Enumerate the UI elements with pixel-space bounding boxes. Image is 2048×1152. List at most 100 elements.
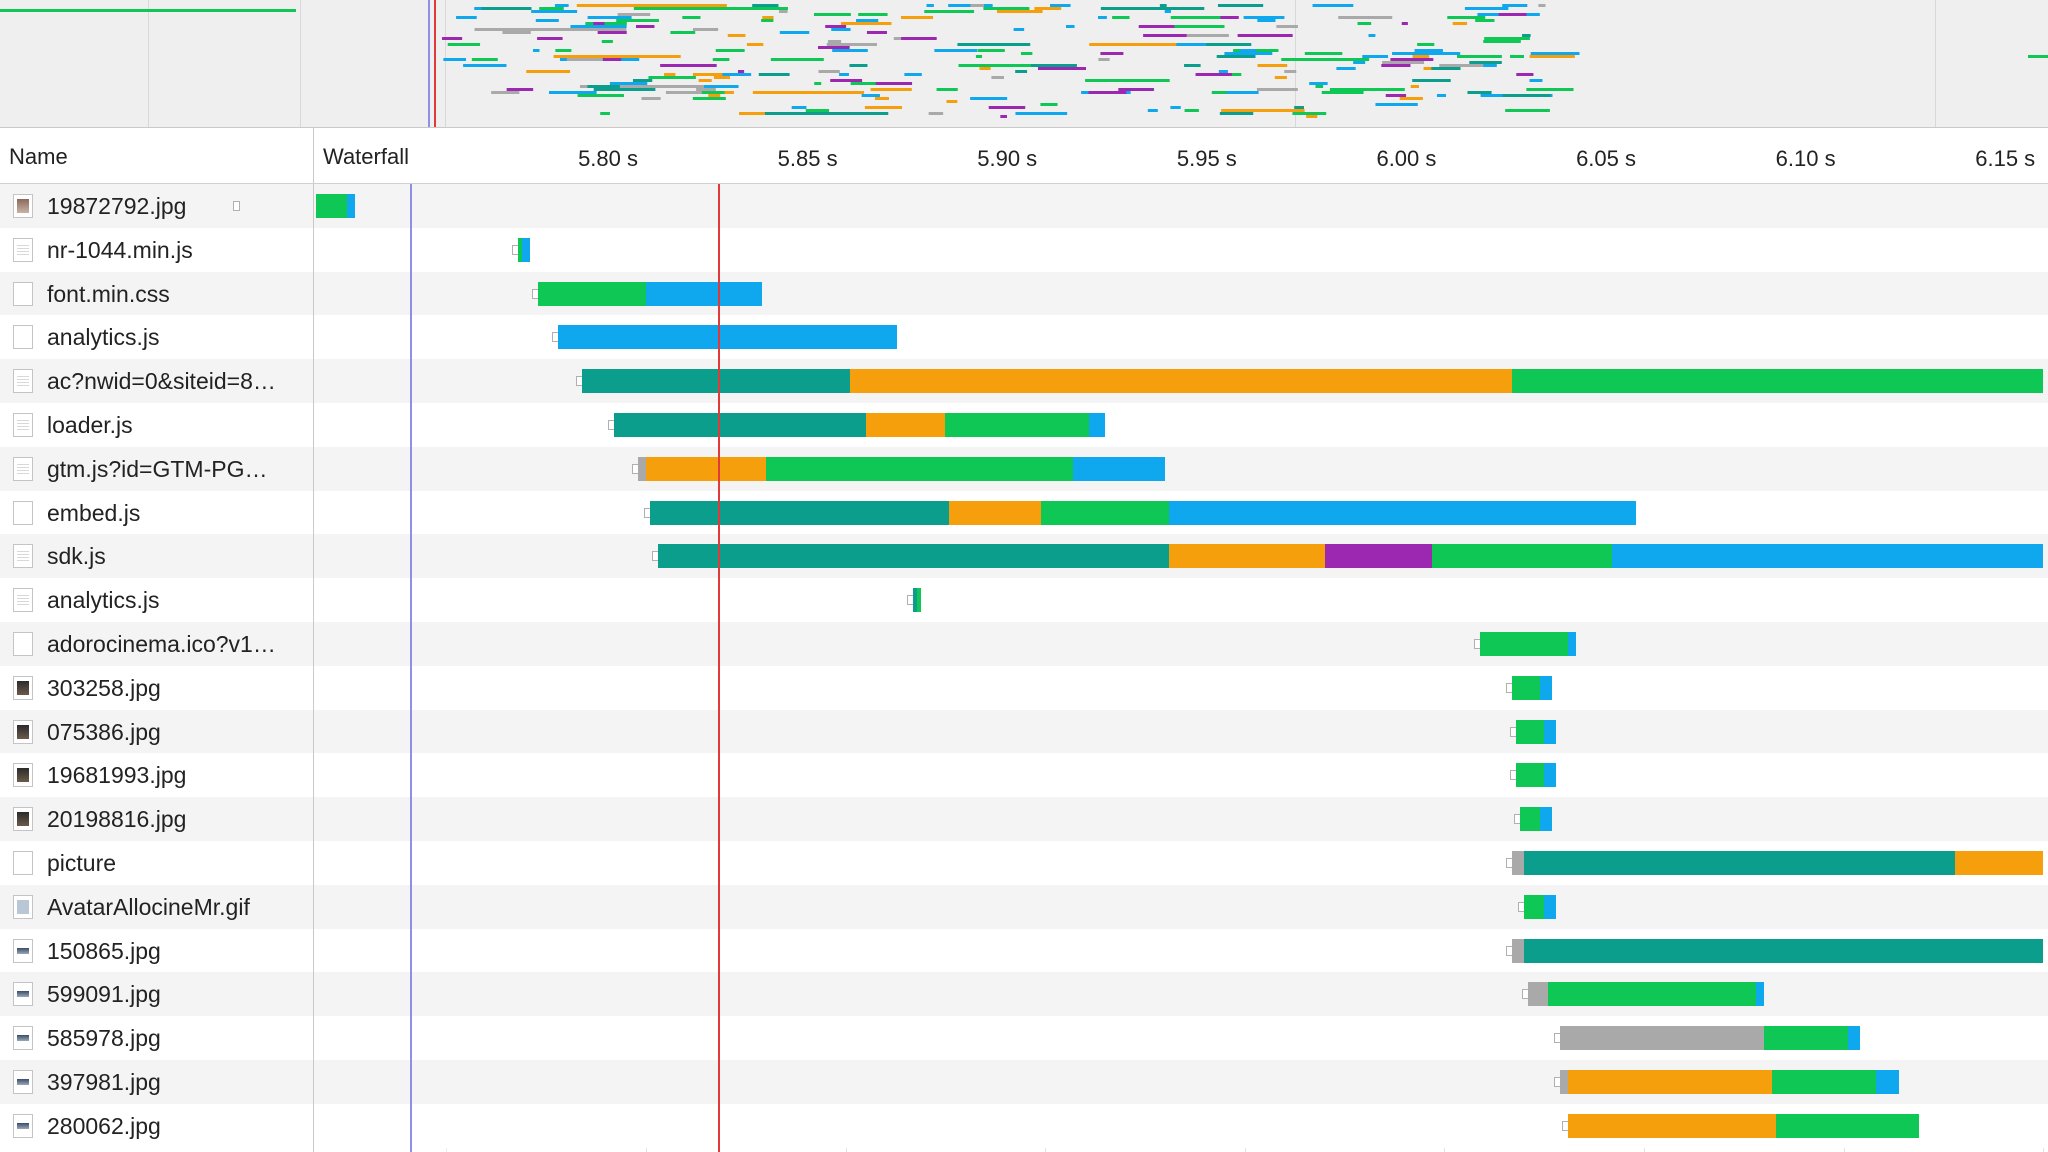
request-row[interactable]: 280062.jpg	[0, 1103, 2048, 1148]
timing-bar-dns[interactable]	[582, 369, 850, 394]
timing-bar-download[interactable]	[1540, 675, 1553, 700]
request-name-cell[interactable]: 20198816.jpg	[0, 797, 313, 841]
request-name-cell[interactable]: ac?nwid=0&siteid=8…	[0, 359, 313, 403]
request-row[interactable]: ac?nwid=0&siteid=8…	[0, 359, 2048, 404]
timing-bar-download[interactable]	[558, 325, 898, 350]
timing-bar-download[interactable]	[1089, 413, 1106, 437]
timing-bar-queue[interactable]	[638, 456, 646, 481]
request-row[interactable]: 150865.jpg	[0, 928, 2048, 973]
timing-bar-download[interactable]	[1847, 1026, 1860, 1051]
timing-bar-ttfb[interactable]	[1480, 632, 1569, 656]
request-row[interactable]: sdk.js	[0, 534, 2048, 579]
timing-bar-download[interactable]	[1544, 763, 1557, 788]
request-name-cell[interactable]: loader.js	[0, 403, 313, 447]
request-row[interactable]: 20198816.jpg	[0, 797, 2048, 842]
timing-bar-stalled[interactable]	[1168, 544, 1325, 569]
timing-bar-download[interactable]	[1544, 894, 1557, 919]
request-row[interactable]: 397981.jpg	[0, 1060, 2048, 1104]
timing-bar-stalled[interactable]	[849, 369, 1513, 394]
request-name-cell[interactable]: 585978.jpg	[0, 1016, 313, 1060]
request-name-cell[interactable]: 19681993.jpg	[0, 753, 313, 797]
timing-bar-dns[interactable]	[913, 588, 918, 613]
network-overview-strip[interactable]	[0, 0, 2048, 128]
request-row[interactable]: 19872792.jpg	[0, 184, 2048, 228]
timing-bar-ssl[interactable]	[1324, 544, 1433, 569]
timing-bar-ttfb[interactable]	[917, 588, 922, 613]
timing-bar-queue[interactable]	[1560, 1026, 1764, 1051]
name-column-header[interactable]: Name	[9, 144, 68, 169]
request-name-cell[interactable]: analytics.js	[0, 315, 313, 359]
timing-bar-stalled[interactable]	[1955, 851, 2044, 875]
request-name-cell[interactable]: 397981.jpg	[0, 1060, 313, 1104]
request-row[interactable]: analytics.js	[0, 578, 2048, 623]
request-name-cell[interactable]: 150865.jpg	[0, 929, 313, 973]
timing-bar-ttfb[interactable]	[538, 281, 646, 306]
timing-bar-dns[interactable]	[649, 500, 950, 525]
request-name-cell[interactable]: 280062.jpg	[0, 1104, 313, 1148]
request-name-cell[interactable]: analytics.js	[0, 578, 313, 622]
request-name-cell[interactable]: picture	[0, 841, 313, 885]
request-name-cell[interactable]: adorocinema.ico?v1…	[0, 622, 313, 666]
timing-bar-ttfb[interactable]	[1520, 807, 1541, 832]
request-name-cell[interactable]: gtm.js?id=GTM-PG…	[0, 447, 313, 491]
request-row[interactable]: nr-1044.min.js	[0, 227, 2048, 272]
timing-bar-download[interactable]	[1568, 632, 1577, 656]
timing-bar-ttfb[interactable]	[316, 194, 347, 218]
request-row[interactable]: AvatarAllocineMr.gif	[0, 884, 2048, 929]
timing-bar-download[interactable]	[522, 237, 531, 262]
request-name-cell[interactable]: embed.js	[0, 491, 313, 535]
request-name-cell[interactable]: 303258.jpg	[0, 666, 313, 710]
timing-bar-ttfb[interactable]	[518, 237, 523, 262]
request-name-cell[interactable]: nr-1044.min.js	[0, 228, 313, 272]
timing-bar-ttfb[interactable]	[1041, 500, 1169, 525]
timing-bar-dns[interactable]	[657, 544, 1169, 569]
timing-bar-stalled[interactable]	[865, 413, 946, 437]
timing-bar-ttfb[interactable]	[1516, 763, 1545, 788]
request-row[interactable]: 19681993.jpg	[0, 753, 2048, 798]
request-row[interactable]: embed.js	[0, 490, 2048, 535]
request-row[interactable]: picture	[0, 841, 2048, 885]
timing-bar-stalled[interactable]	[949, 500, 1042, 525]
request-row[interactable]: 585978.jpg	[0, 1016, 2048, 1061]
request-name-cell[interactable]: sdk.js	[0, 534, 313, 578]
timing-bar-download[interactable]	[1612, 544, 2044, 569]
timing-bar-ttfb[interactable]	[1516, 719, 1545, 744]
timing-bar-ttfb[interactable]	[1432, 544, 1613, 569]
timing-bar-download[interactable]	[1875, 1070, 1900, 1094]
request-name-cell[interactable]: font.min.css	[0, 272, 313, 316]
request-row[interactable]: analytics.js	[0, 315, 2048, 360]
request-name-cell[interactable]: 075386.jpg	[0, 710, 313, 754]
timing-bar-stalled[interactable]	[1568, 1070, 1772, 1094]
timing-bar-download[interactable]	[1755, 982, 1764, 1007]
timing-bar-download[interactable]	[1544, 719, 1557, 744]
waterfall-column-header[interactable]: Waterfall	[323, 144, 409, 169]
timing-bar-ttfb[interactable]	[1524, 894, 1545, 919]
timing-bar-ttfb[interactable]	[1548, 982, 1756, 1007]
timing-bar-queue[interactable]	[1512, 851, 1525, 875]
timing-bar-download[interactable]	[1168, 500, 1636, 525]
request-name-cell[interactable]: AvatarAllocineMr.gif	[0, 885, 313, 929]
request-row[interactable]: font.min.css	[0, 271, 2048, 316]
request-row[interactable]: loader.js	[0, 403, 2048, 447]
request-row[interactable]: 075386.jpg	[0, 709, 2048, 754]
timing-bar-dns[interactable]	[1524, 851, 1956, 875]
request-name-cell[interactable]: 599091.jpg	[0, 972, 313, 1016]
timing-bar-queue[interactable]	[1528, 982, 1549, 1007]
timing-bar-stalled[interactable]	[646, 456, 766, 481]
timing-bar-ttfb[interactable]	[1512, 675, 1541, 700]
timing-bar-dns[interactable]	[1524, 938, 2044, 963]
request-row[interactable]: gtm.js?id=GTM-PG…	[0, 446, 2048, 491]
timing-bar-ttfb[interactable]	[1771, 1070, 1876, 1094]
timing-bar-dns[interactable]	[614, 413, 866, 437]
timing-bar-queue[interactable]	[1512, 938, 1525, 963]
timing-bar-ttfb[interactable]	[1763, 1026, 1848, 1051]
request-row[interactable]: adorocinema.ico?v1…	[0, 622, 2048, 666]
timing-bar-queue[interactable]	[1560, 1070, 1569, 1094]
request-name-cell[interactable]: 19872792.jpg	[0, 184, 313, 228]
request-row[interactable]: 303258.jpg	[0, 665, 2048, 710]
request-row[interactable]: 599091.jpg	[0, 972, 2048, 1017]
timing-bar-download[interactable]	[1073, 456, 1165, 481]
column-divider[interactable]	[313, 128, 314, 183]
timing-bar-ttfb[interactable]	[765, 456, 1074, 481]
timing-bar-download[interactable]	[346, 194, 355, 218]
